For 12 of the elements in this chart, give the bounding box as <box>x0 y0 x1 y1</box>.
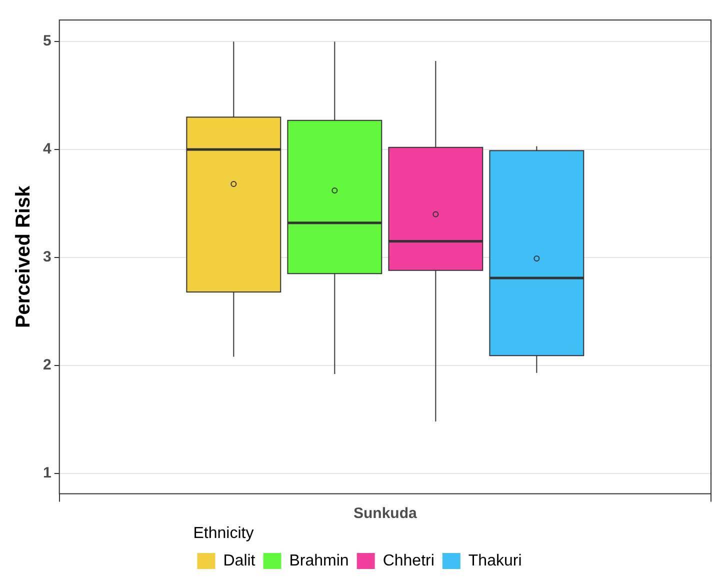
y-tick-label: 2 <box>43 356 52 374</box>
legend-label: Brahmin <box>289 552 349 570</box>
y-tick-label: 4 <box>43 140 52 158</box>
y-axis-title: Perceived Risk <box>12 184 35 328</box>
y-tick-label: 3 <box>43 248 52 266</box>
y-tick-label: 5 <box>43 32 52 50</box>
legend-label: Dalit <box>223 552 256 570</box>
x-tick-label: Sunkuda <box>354 504 418 522</box>
y-tick-label: 1 <box>43 464 52 482</box>
legend-label: Thakuri <box>468 552 522 570</box>
legend-label: Chhetri <box>382 552 434 570</box>
legend-title: Ethnicity <box>193 525 254 542</box>
